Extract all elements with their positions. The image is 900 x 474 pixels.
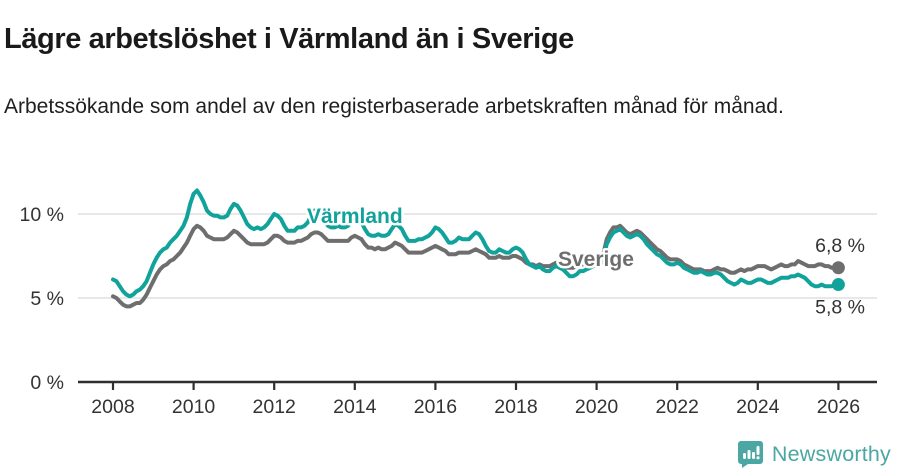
x-tick-label: 2020 bbox=[575, 396, 619, 418]
brand-name: Newsworthy bbox=[771, 441, 891, 466]
värmland-series-label: Värmland bbox=[307, 205, 403, 228]
x-tick-label: 2024 bbox=[736, 396, 780, 418]
sverige-line bbox=[111, 223, 841, 309]
värmland-line bbox=[111, 188, 841, 299]
sverige-end-dot bbox=[831, 261, 845, 275]
x-tick-label: 2026 bbox=[817, 396, 860, 418]
x-tick-label: 2022 bbox=[656, 396, 699, 418]
page-title: Lägre arbetslöshet i Värmland än i Sveri… bbox=[4, 23, 574, 56]
y-tick-label: 0 % bbox=[30, 372, 64, 394]
x-tick-label: 2014 bbox=[333, 396, 377, 418]
newsworthy-logo-icon bbox=[737, 440, 763, 468]
x-tick-label: 2012 bbox=[253, 396, 296, 418]
värmland-end-value-label: 5,8 % bbox=[815, 297, 865, 319]
x-tick-label: 2018 bbox=[494, 396, 537, 418]
chart-subtitle: Arbetssökande som andel av den registerb… bbox=[4, 95, 784, 118]
x-tick-label: 2010 bbox=[172, 396, 216, 418]
värmland-end-dot bbox=[831, 278, 845, 292]
sverige-series-label: Sverige bbox=[558, 248, 634, 271]
sverige-end-value-label: 6,8 % bbox=[815, 235, 865, 257]
x-tick-label: 2016 bbox=[414, 396, 457, 418]
newsworthy-branding: Newsworthy bbox=[737, 440, 891, 468]
y-tick-label: 5 % bbox=[30, 288, 64, 310]
x-tick-label: 2008 bbox=[91, 396, 134, 418]
y-tick-label: 10 % bbox=[20, 204, 64, 226]
